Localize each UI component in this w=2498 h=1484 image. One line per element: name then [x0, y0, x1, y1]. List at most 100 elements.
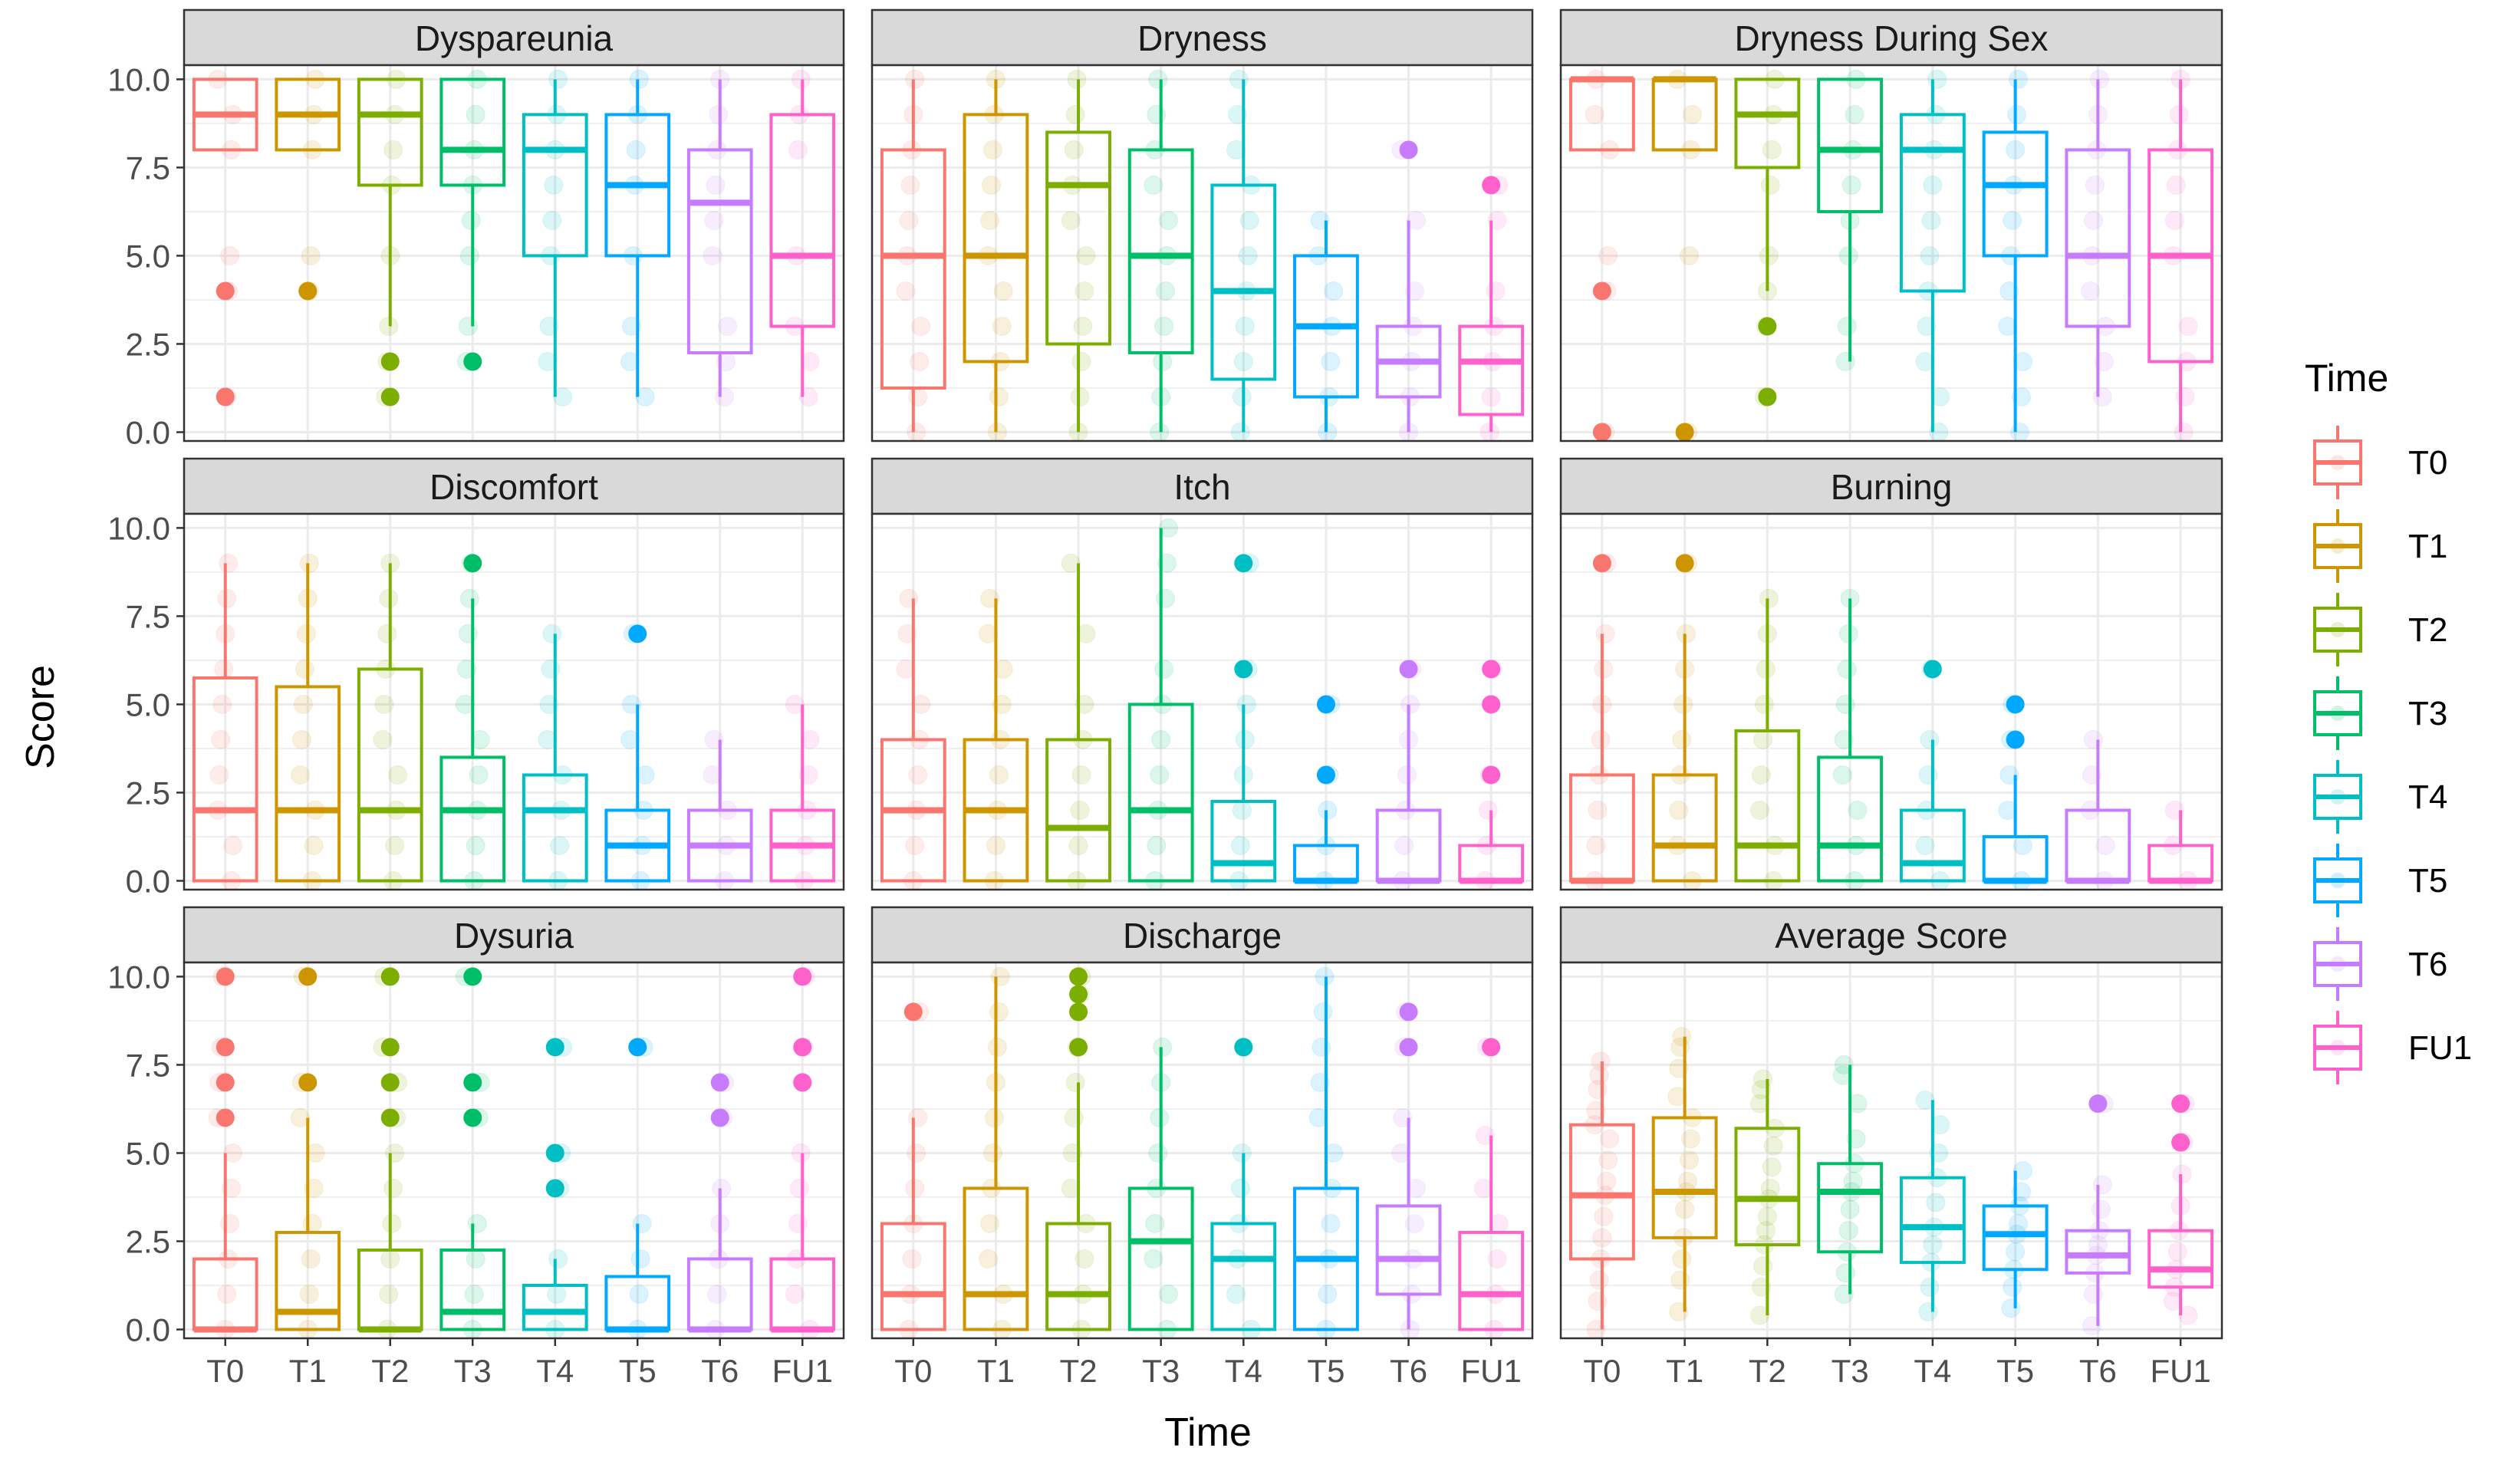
data-point: [223, 1143, 243, 1163]
data-point: [2178, 1305, 2198, 1325]
data-point: [911, 694, 931, 714]
y-tick-label: 0.0: [126, 414, 170, 450]
data-point: [1145, 1213, 1165, 1233]
data-point: [1404, 1213, 1424, 1233]
facet-strip: [1559, 906, 2223, 964]
box-t2: [1734, 1069, 1801, 1325]
data-point: [2009, 69, 2029, 89]
box-iqr: [1458, 324, 1525, 416]
outlier-point: [1399, 1002, 1418, 1022]
data-point: [800, 729, 820, 749]
data-point: [1915, 1090, 1935, 1110]
outlier-point: [380, 387, 400, 406]
box-t4: [1899, 1090, 1966, 1321]
outlier-point: [1069, 1002, 1088, 1022]
data-point: [466, 104, 485, 124]
data-point: [980, 1213, 1000, 1233]
panel-border: [1559, 961, 2223, 1340]
legend: Time T0 T1 T2 T3 T4 T5 T6 FU1: [2305, 357, 2472, 1084]
y-tick-label: 0.0: [126, 863, 170, 899]
data-point: [1762, 1157, 1782, 1177]
panel-border: [1559, 512, 2223, 891]
y-tick-label: 2.5: [126, 775, 170, 811]
legend-point: [2330, 455, 2345, 470]
data-point: [1762, 140, 1782, 160]
legend-point: [2330, 873, 2345, 888]
data-point: [1680, 1129, 1700, 1149]
facet-strip: [871, 457, 1534, 515]
data-point: [459, 245, 479, 265]
box-iqr: [357, 77, 423, 187]
outlier-point: [463, 554, 482, 573]
data-point: [907, 422, 926, 442]
facet-burning: Burning: [1559, 457, 2223, 891]
box-fu1: [769, 69, 836, 406]
data-point: [1481, 387, 1501, 406]
legend-point: [2330, 789, 2345, 805]
data-point: [1840, 1199, 1860, 1219]
data-point: [379, 1284, 399, 1304]
box-iqr: [275, 1230, 341, 1331]
box-t2: [1734, 588, 1801, 890]
data-point: [896, 281, 916, 301]
box-t5: [1293, 210, 1359, 442]
data-point: [1230, 835, 1250, 855]
facet-dryness-during-sex: Dryness During Sex: [1559, 8, 2223, 443]
outlier-point: [298, 967, 318, 986]
box-t5: [1982, 1160, 2049, 1318]
data-point: [993, 281, 1013, 301]
box-iqr: [522, 1283, 588, 1331]
data-point: [1073, 316, 1093, 336]
data-point: [1763, 1136, 1783, 1156]
data-point: [1920, 245, 1940, 265]
outlier-point: [1592, 281, 1611, 301]
box-t6: [2065, 69, 2131, 406]
data-point: [2001, 1298, 2021, 1318]
box-iqr: [1458, 1230, 1525, 1331]
y-tick-label: 5.0: [126, 686, 170, 722]
data-point: [1151, 729, 1171, 749]
y-tick-label: 2.5: [126, 326, 170, 362]
y-tick-label: 10.0: [107, 959, 170, 995]
legend-label: T2: [2408, 611, 2447, 649]
outlier-point: [1923, 660, 1942, 679]
data-point: [1148, 69, 1168, 89]
x-tick-label: T2: [371, 1353, 409, 1389]
box-t6: [686, 729, 753, 890]
data-point: [1394, 835, 1414, 855]
outlier-point: [1482, 765, 1501, 785]
box-t0: [192, 966, 258, 1339]
data-point: [1838, 1221, 1858, 1241]
facet-strip: [871, 8, 1534, 67]
x-tick-label: T3: [454, 1353, 492, 1389]
data-point: [990, 966, 1010, 986]
data-point: [1075, 281, 1094, 301]
data-point: [1750, 1305, 1770, 1325]
legend-point: [2330, 706, 2345, 721]
data-point: [301, 245, 321, 265]
outlier-point: [793, 967, 812, 986]
facet-panels: Dyspareunia 0.0 2.5 5.0 7.5 10.0 Dryness Drynes…: [107, 8, 2223, 1389]
data-point: [1672, 1027, 1692, 1047]
data-point: [983, 1143, 1003, 1163]
data-point: [209, 765, 229, 785]
box-iqr: [1045, 738, 1111, 883]
outlier-point: [1316, 695, 1335, 714]
data-point: [1848, 800, 1868, 820]
panel-background: [184, 514, 844, 890]
outlier-point: [380, 1108, 400, 1127]
data-point: [2175, 387, 2195, 406]
data-point: [385, 1143, 405, 1163]
data-point: [2003, 1277, 2022, 1297]
outlier-point: [545, 1038, 564, 1057]
data-point: [900, 175, 920, 195]
box-t4: [1210, 1037, 1277, 1339]
box-t1: [1651, 69, 1718, 442]
box-fu1: [1458, 1037, 1525, 1339]
data-point: [1154, 316, 1174, 336]
legend-label: T3: [2408, 695, 2447, 732]
data-point: [707, 1284, 727, 1304]
outlier-point: [216, 387, 235, 406]
box-iqr: [1127, 1186, 1194, 1331]
data-point: [2085, 175, 2105, 195]
